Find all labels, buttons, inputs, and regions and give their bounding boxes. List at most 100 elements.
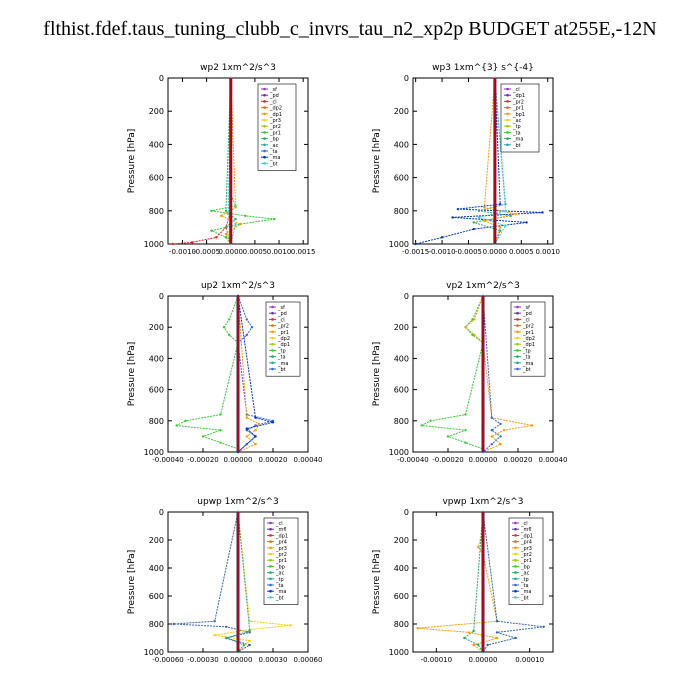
y-tick-label: 800 xyxy=(394,417,409,426)
legend-entry: _pr3 xyxy=(275,546,287,552)
x-tick-label: 0.00000 xyxy=(469,656,498,664)
legend-entry: _pr4 xyxy=(275,540,287,546)
legend-entry: _pr1 xyxy=(269,130,281,136)
legend-marker xyxy=(514,527,517,531)
y-tick-label: 0 xyxy=(404,74,409,83)
y-axis-label: Pressure [hPa] xyxy=(127,129,137,194)
x-tick-label: 0.00040 xyxy=(539,456,568,464)
legend-marker xyxy=(516,311,519,315)
series-point xyxy=(472,221,475,224)
series-point xyxy=(219,428,222,432)
legend-marker xyxy=(506,100,509,103)
y-tick-label: 400 xyxy=(394,140,409,149)
series-point xyxy=(190,241,194,244)
legend-entry: _dp1 xyxy=(277,342,290,348)
y-tick-label: 600 xyxy=(394,592,409,601)
series-point xyxy=(213,620,216,623)
series-point xyxy=(234,217,237,221)
legend-entry: _cl xyxy=(277,317,285,323)
series-point xyxy=(499,422,502,426)
series-line-pr2 xyxy=(417,511,498,653)
legend-marker xyxy=(269,596,272,599)
x-tick-label: -0.0010 xyxy=(429,248,456,256)
legend-marker xyxy=(514,558,517,562)
series-point xyxy=(490,416,493,419)
legend-marker xyxy=(269,589,272,593)
series-point xyxy=(472,643,475,647)
legend-marker xyxy=(263,100,266,103)
series-line-ta xyxy=(237,295,274,453)
legend-marker xyxy=(514,589,517,593)
y-axis-label: Pressure [hPa] xyxy=(372,129,382,194)
series-line-cl xyxy=(172,78,232,245)
legend-marker xyxy=(514,577,517,581)
series-point xyxy=(420,424,423,427)
y-tick-label: 200 xyxy=(394,323,409,332)
series-point xyxy=(257,422,261,426)
series-point xyxy=(234,222,237,226)
plot-frame xyxy=(167,77,309,245)
series-point xyxy=(215,236,218,239)
series-point xyxy=(483,219,486,222)
series-point xyxy=(239,222,242,226)
legend-marker xyxy=(506,131,509,134)
legend-entry: _pr2 xyxy=(512,99,524,105)
legend-entry: _bp xyxy=(269,137,279,143)
y-tick-label: 0 xyxy=(159,292,164,301)
legend-marker xyxy=(516,330,519,334)
series-point xyxy=(499,443,502,446)
series-point xyxy=(201,435,205,438)
series-point xyxy=(514,212,518,216)
series-point xyxy=(289,624,292,627)
legend-entry: _bp xyxy=(275,564,285,570)
series-point xyxy=(228,333,231,337)
x-tick-label: -0.0015 xyxy=(402,248,429,256)
series-point xyxy=(271,421,275,424)
legend-entry: _pr1 xyxy=(512,106,524,112)
x-tick-label: -0.00040 xyxy=(397,456,428,464)
legend-entry: _pr4 xyxy=(520,540,532,546)
series-point xyxy=(498,202,502,206)
legend-marker xyxy=(516,336,519,340)
legend-marker xyxy=(263,118,266,122)
x-tick-label: 0.00020 xyxy=(504,456,533,464)
series-point xyxy=(242,643,246,647)
series-point xyxy=(254,428,257,432)
series-point xyxy=(467,631,471,634)
series-point xyxy=(225,625,228,628)
legend-marker xyxy=(263,106,266,109)
series-point xyxy=(254,416,257,419)
legend-marker xyxy=(271,318,274,321)
x-tick-label: 0.00000 xyxy=(469,456,498,464)
series-point xyxy=(224,236,228,239)
series-point xyxy=(222,326,226,329)
y-tick-label: 600 xyxy=(149,592,164,601)
y-tick-label: 800 xyxy=(394,620,409,629)
series-point xyxy=(464,326,467,329)
x-tick-label: -0.0005 xyxy=(455,248,482,256)
x-tick-label: -0.00030 xyxy=(187,656,218,664)
series-point xyxy=(499,435,502,438)
series-point xyxy=(224,232,228,236)
y-tick-label: 600 xyxy=(149,386,164,395)
series-point xyxy=(446,435,450,438)
y-axis-label: Pressure [hPa] xyxy=(127,342,137,407)
legend-entry: _cl xyxy=(512,87,520,93)
legend-marker xyxy=(271,324,274,327)
legend-entry: _dp1 xyxy=(512,93,525,99)
series-point xyxy=(490,443,493,446)
legend-entry: _sf xyxy=(522,305,530,311)
series-point xyxy=(250,326,254,329)
legend-marker xyxy=(263,137,266,140)
legend-marker xyxy=(506,93,509,97)
legend-entry: _sf xyxy=(269,87,277,93)
y-tick-label: 0 xyxy=(159,508,164,517)
x-tick-label: -0.0010 xyxy=(169,248,196,256)
legend-marker xyxy=(516,324,519,327)
legend-entry: _ma xyxy=(512,137,523,143)
legend-entry: _pd xyxy=(522,311,532,317)
legend-marker xyxy=(271,355,274,358)
x-tick-label: 0.0010 xyxy=(267,248,292,256)
legend-entry: _dp1 xyxy=(522,342,535,348)
legend-box xyxy=(508,517,544,605)
